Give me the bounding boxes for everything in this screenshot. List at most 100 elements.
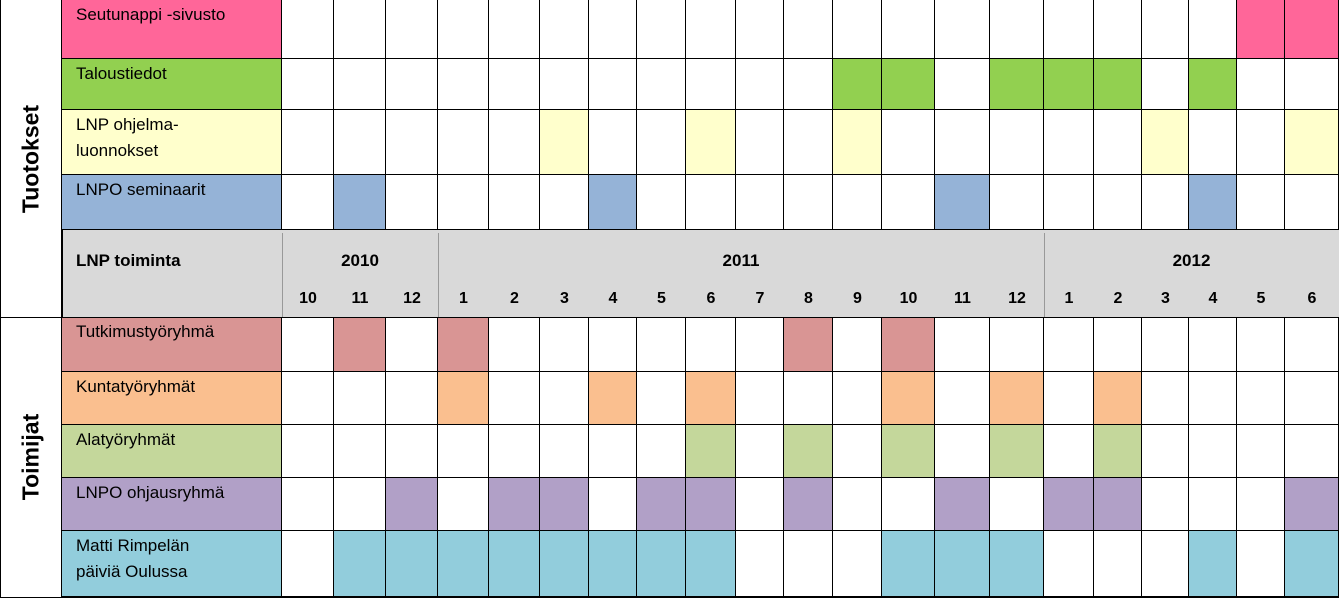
bottom-row-cell xyxy=(1189,478,1237,531)
bottom-row-cell xyxy=(637,531,686,597)
bottom-row-cell xyxy=(1094,478,1142,531)
top-row-cell xyxy=(833,59,882,110)
month-label: 2 xyxy=(1113,290,1123,307)
top-row-cell xyxy=(1285,110,1339,175)
bottom-row-cell xyxy=(1237,531,1285,597)
top-row-cell xyxy=(386,59,438,110)
bottom-row-cell xyxy=(489,372,540,425)
bottom-row-cell xyxy=(489,478,540,531)
bottom-row-cell xyxy=(386,425,438,478)
top-row-cell xyxy=(489,110,540,175)
header-left-border xyxy=(62,230,63,317)
bottom-row-cell xyxy=(438,372,489,425)
bottom-row-cell xyxy=(1094,372,1142,425)
top-row-cell xyxy=(833,110,882,175)
year-label: 2012 xyxy=(1172,251,1211,270)
bottom-row-cell xyxy=(990,478,1044,531)
bottom-row-cell xyxy=(686,425,736,478)
header-band xyxy=(62,230,1339,317)
bottom-row-cell xyxy=(1142,425,1189,478)
top-row-cell xyxy=(637,0,686,59)
bottom-row-cell xyxy=(282,531,334,597)
top-row-label: Seutunappi -sivusto xyxy=(62,0,282,59)
top-row-cell xyxy=(282,0,334,59)
top-row-cell xyxy=(540,0,589,59)
top-row-cell xyxy=(334,59,386,110)
bottom-row-cell xyxy=(1094,317,1142,372)
bottom-row-cell xyxy=(833,531,882,597)
bottom-row-cell xyxy=(589,478,637,531)
bottom-row-cell xyxy=(935,425,990,478)
bottom-row-cell xyxy=(686,478,736,531)
bottom-row-cell xyxy=(1237,372,1285,425)
bottom-row-cell xyxy=(489,317,540,372)
bottom-row-cell xyxy=(589,531,637,597)
top-row-cell xyxy=(882,59,935,110)
top-row-cell xyxy=(1044,59,1094,110)
month-label: 6 xyxy=(706,290,716,307)
bottom-row-cell xyxy=(282,478,334,531)
bottom-row-cell xyxy=(438,425,489,478)
bottom-row-cell xyxy=(1044,317,1094,372)
bottom-row-cell xyxy=(736,372,784,425)
bottom-row-cell xyxy=(386,317,438,372)
top-row-cell xyxy=(386,0,438,59)
month-label: 12 xyxy=(403,290,421,307)
top-row-cell xyxy=(386,110,438,175)
bottom-row-cell xyxy=(334,531,386,597)
top-row-cell xyxy=(935,110,990,175)
top-row-cell xyxy=(1094,0,1142,59)
top-row-label: Taloustiedot xyxy=(62,59,282,110)
header-grid-border xyxy=(282,233,283,317)
top-row-cell xyxy=(589,59,637,110)
bottom-row-cell xyxy=(1237,478,1285,531)
bottom-row-label: Matti Rimpelän päiviä Oulussa xyxy=(62,531,282,597)
bottom-row-cell xyxy=(489,531,540,597)
table-bottom-border xyxy=(0,597,1339,598)
top-row-cell xyxy=(1237,110,1285,175)
bottom-row-cell xyxy=(540,372,589,425)
bottom-row-cell xyxy=(784,317,833,372)
month-label: 10 xyxy=(299,290,317,307)
bottom-row-cell xyxy=(589,372,637,425)
top-row-cell xyxy=(438,175,489,230)
top-row-cell xyxy=(540,175,589,230)
bottom-row-cell xyxy=(1044,372,1094,425)
top-row-cell xyxy=(1044,175,1094,230)
top-row-cell xyxy=(990,110,1044,175)
bottom-row-cell xyxy=(935,372,990,425)
top-row-cell xyxy=(784,59,833,110)
bottom-row-cell xyxy=(784,372,833,425)
top-row-cell xyxy=(882,175,935,230)
section-label-tuotokset-text: Tuotokset xyxy=(17,104,43,213)
section-label-tuotokset: Tuotokset xyxy=(0,0,62,317)
bottom-row-cell xyxy=(489,425,540,478)
month-label: 4 xyxy=(1208,290,1218,307)
top-row-cell xyxy=(1142,110,1189,175)
bottom-row-cell xyxy=(833,317,882,372)
bottom-row-cell xyxy=(438,317,489,372)
top-row-cell xyxy=(882,0,935,59)
top-row-cell xyxy=(1142,0,1189,59)
top-row-cell xyxy=(990,175,1044,230)
bottom-row-cell xyxy=(1189,317,1237,372)
bottom-row-cell xyxy=(935,317,990,372)
bottom-row-cell xyxy=(686,317,736,372)
bottom-row-cell xyxy=(736,425,784,478)
top-row-cell xyxy=(736,59,784,110)
bottom-row-cell xyxy=(990,531,1044,597)
bottom-row-cell xyxy=(1189,531,1237,597)
top-row-cell xyxy=(1142,59,1189,110)
bottom-row-cell xyxy=(637,372,686,425)
header-bottom-border xyxy=(0,317,1339,318)
bottom-row-cell xyxy=(540,531,589,597)
bottom-row-label: Alatyöryhmät xyxy=(62,425,282,478)
bottom-row-cell xyxy=(833,478,882,531)
top-row-cell xyxy=(489,0,540,59)
bottom-row-cell xyxy=(540,478,589,531)
top-row-cell xyxy=(334,110,386,175)
month-label: 5 xyxy=(1256,290,1266,307)
top-row-cell xyxy=(282,59,334,110)
top-row-cell xyxy=(784,0,833,59)
bottom-row-cell xyxy=(1189,425,1237,478)
